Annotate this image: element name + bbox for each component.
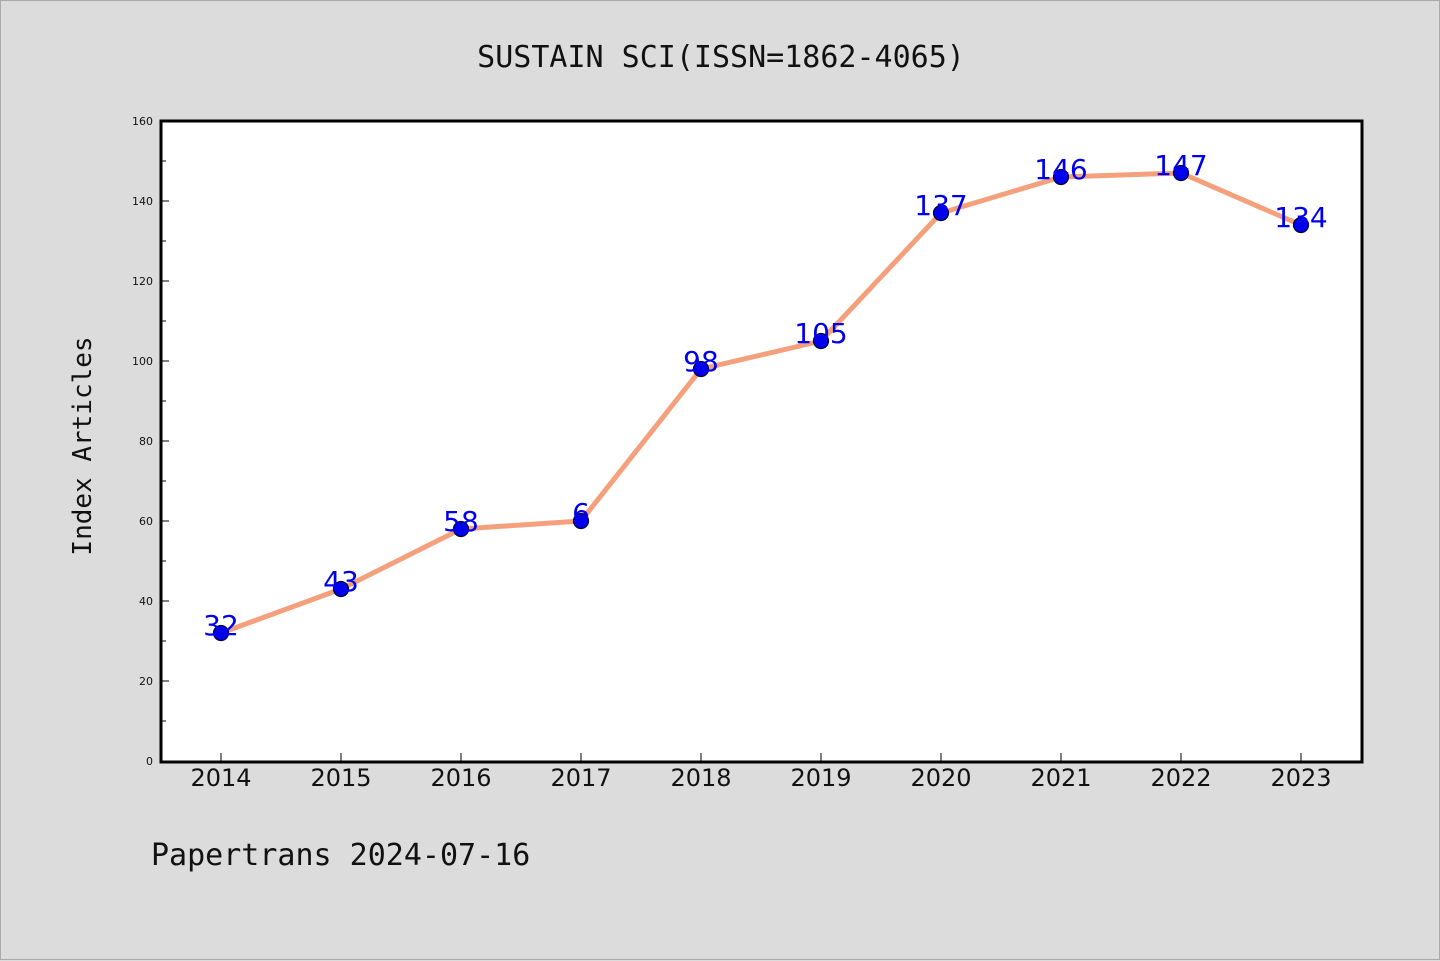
x-tick-label: 2023 — [1270, 764, 1331, 792]
x-tick-label: 2020 — [910, 764, 971, 792]
x-axis: 2014 2015 2016 2017 2018 2019 2020 2021 2022 2023 — [190, 753, 1332, 792]
y-tick-label: 60 — [139, 515, 153, 528]
data-point — [212, 624, 230, 642]
y-tick-label: 100 — [132, 355, 153, 368]
y-axis-label: Index Articles — [68, 336, 98, 555]
x-tick-label: 2015 — [310, 764, 371, 792]
data-point — [1292, 216, 1310, 234]
data-label: 6 — [572, 497, 590, 530]
y-tick-label: 140 — [132, 195, 153, 208]
data-label: 32 — [203, 609, 239, 642]
series-layer: 32 43 58 6 98 105 137 146 147 134 — [203, 149, 1328, 642]
x-tick-label: 2022 — [1150, 764, 1211, 792]
x-tick-label: 2018 — [670, 764, 731, 792]
data-label: 137 — [914, 189, 967, 222]
data-point — [1052, 168, 1070, 186]
data-label: 43 — [323, 565, 359, 598]
data-point — [932, 204, 950, 222]
data-point — [1172, 164, 1190, 182]
data-label: 98 — [683, 345, 719, 378]
x-tick-label: 2019 — [790, 764, 851, 792]
data-label: 134 — [1274, 201, 1327, 234]
y-tick-label: 40 — [139, 595, 153, 608]
x-tick-label: 2017 — [550, 764, 611, 792]
data-label: 58 — [443, 505, 479, 538]
data-point — [452, 520, 470, 538]
data-label: 146 — [1034, 153, 1087, 186]
y-tick-label: 20 — [139, 675, 153, 688]
chart-title: SUSTAIN SCI(ISSN=1862-4065) — [477, 40, 965, 75]
data-point — [332, 580, 350, 598]
x-tick-label: 2016 — [430, 764, 491, 792]
y-axis: 0 20 40 60 80 100 120 140 160 — [132, 115, 169, 768]
y-tick-label: 160 — [132, 115, 153, 128]
data-point — [812, 332, 830, 350]
series-line — [218, 170, 1304, 636]
x-tick-label: 2021 — [1030, 764, 1091, 792]
y-tick-label: 120 — [132, 275, 153, 288]
y-tick-label: 0 — [146, 755, 153, 768]
y-tick-label: 80 — [139, 435, 153, 448]
data-label: 105 — [794, 317, 847, 350]
data-label: 147 — [1154, 149, 1207, 182]
footer-credit: Papertrans 2024-07-16 — [151, 838, 530, 873]
data-point — [692, 360, 710, 378]
x-tick-label: 2014 — [190, 764, 251, 792]
data-point — [572, 512, 590, 530]
plot-area — [159, 119, 1364, 764]
